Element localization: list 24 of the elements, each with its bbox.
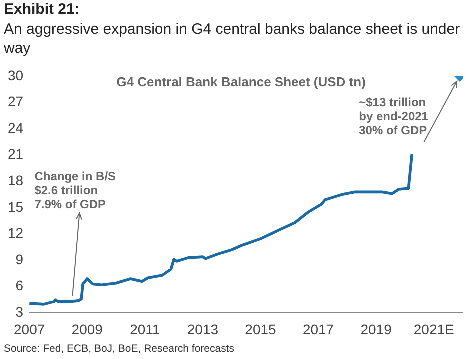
source-note: Source: Fed, ECB, BoJ, BoE, Research forecasts bbox=[4, 343, 235, 355]
annotation: G4 Central Bank Balance Sheet (USD tn) bbox=[116, 74, 366, 90]
x-tick-label: 2017 bbox=[302, 321, 334, 338]
y-tick-label: 27 bbox=[8, 94, 24, 110]
y-tick-label: 18 bbox=[8, 172, 24, 189]
y-tick-label: 21 bbox=[8, 146, 24, 162]
x-tick-label: 2019 bbox=[360, 321, 392, 338]
y-tick-label: 12 bbox=[8, 225, 24, 242]
x-tick-label: 2007 bbox=[14, 321, 46, 338]
y-tick-label: 3 bbox=[16, 304, 24, 320]
y-tick-label: 24 bbox=[8, 120, 24, 136]
chart-subtitle: An aggressive expansion in G4 central banks balance sheet is under way bbox=[4, 20, 462, 58]
annotation: Change in B/S $2.6 trillion 7.9% of GDP bbox=[34, 169, 116, 212]
y-tick-label: 15 bbox=[8, 198, 24, 215]
x-tick-label: 2013 bbox=[187, 321, 219, 338]
x-tick-label: 2009 bbox=[72, 321, 104, 338]
y-tick-label: 30 bbox=[8, 67, 24, 84]
y-tick-label: 9 bbox=[16, 251, 24, 268]
x-tick-label: 2021E bbox=[414, 321, 454, 338]
annotation: ~$13 trillion by end-2021 30% of GDP bbox=[359, 96, 429, 138]
x-tick-label: 2011 bbox=[130, 321, 160, 338]
chart-title: Exhibit 21: bbox=[4, 1, 80, 18]
y-tick-label: 6 bbox=[16, 278, 24, 294]
x-tick-label: 2015 bbox=[245, 321, 277, 338]
